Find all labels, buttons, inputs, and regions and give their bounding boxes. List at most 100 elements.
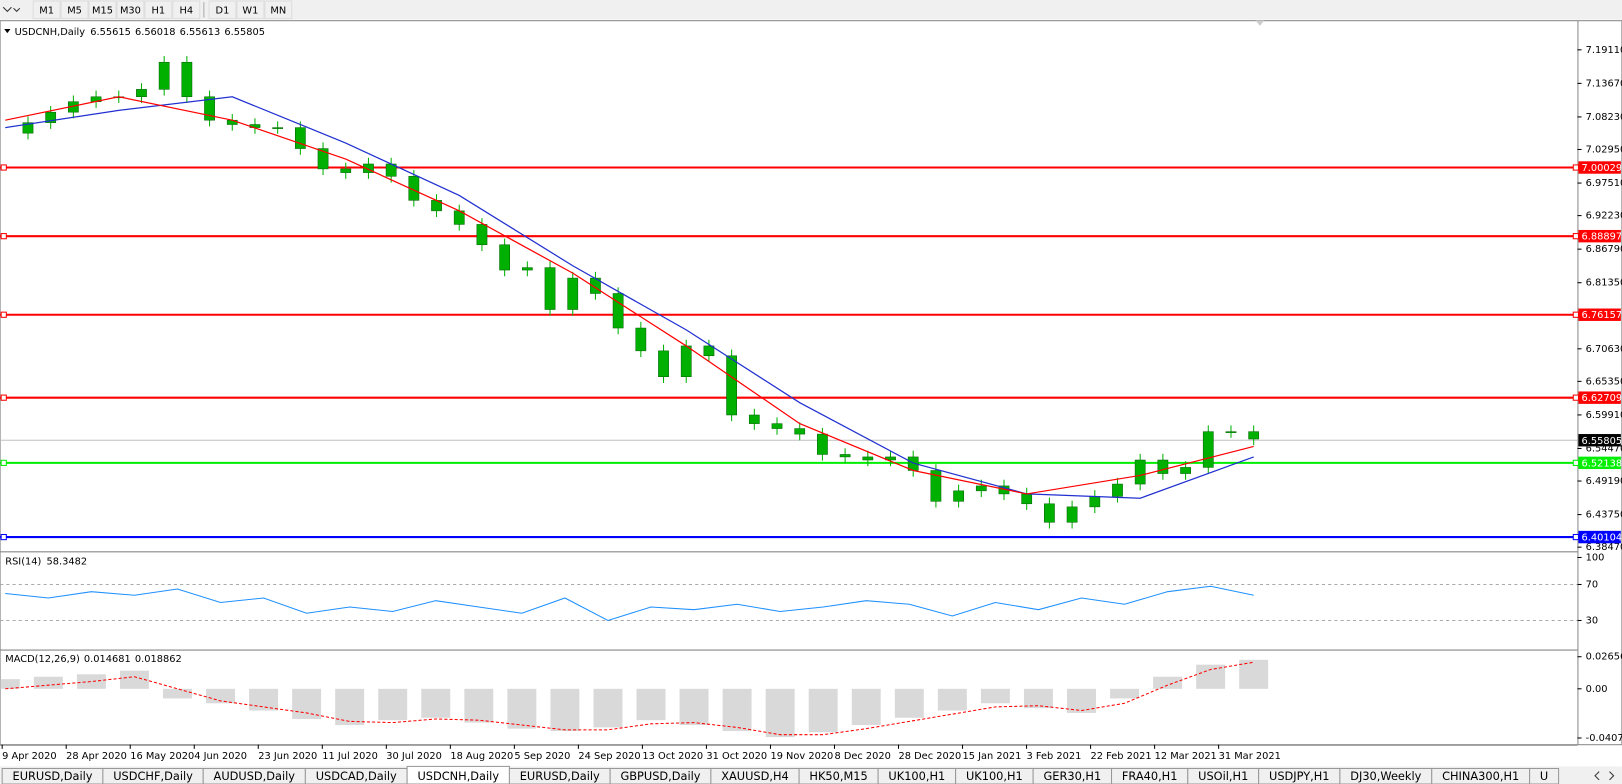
time-label: 18 Aug 2020 xyxy=(450,751,513,762)
timeframe-button[interactable] xyxy=(236,0,265,20)
timeframe-button[interactable] xyxy=(264,0,293,20)
timeframe-label[interactable]: M15 xyxy=(92,5,113,16)
candle-body xyxy=(1044,503,1055,523)
price-tick-label: 6.65350 xyxy=(1586,376,1622,387)
chart-tab-label[interactable]: GBPUSD,Daily xyxy=(620,769,700,783)
rsi-tick-label: 100 xyxy=(1586,552,1605,563)
chart-tab[interactable] xyxy=(1529,767,1560,784)
timeframe-label[interactable]: MN xyxy=(270,5,286,16)
candle-body xyxy=(363,163,374,173)
candle-body xyxy=(1066,506,1078,523)
rsi-tick-label: 70 xyxy=(1586,579,1599,590)
macd-bar xyxy=(894,688,924,718)
candle-body xyxy=(748,414,760,424)
candle-body xyxy=(680,345,692,378)
timeframe-label[interactable]: H1 xyxy=(152,5,166,16)
ohlc-value: 6.55805 xyxy=(224,27,265,38)
chart-tab-label[interactable]: USOil,H1 xyxy=(1198,769,1248,783)
timeframe-button[interactable] xyxy=(144,0,173,20)
time-label: 11 Jul 2020 xyxy=(322,751,378,762)
chart-tab-label[interactable]: EURUSD,Daily xyxy=(520,769,600,783)
timeframe-label[interactable]: H4 xyxy=(179,5,193,16)
price-tick-label: 6.54470 xyxy=(1586,443,1622,454)
candle-body xyxy=(158,61,170,90)
time-label: 19 Nov 2020 xyxy=(770,751,833,762)
level-anchor xyxy=(0,394,7,401)
time-label: 13 Oct 2020 xyxy=(642,751,703,762)
time-label: 4 Jun 2020 xyxy=(194,751,247,762)
timeframe-label[interactable]: M1 xyxy=(39,5,54,16)
level-anchor xyxy=(1572,164,1579,171)
macd-bar xyxy=(550,688,580,732)
chart-tab-label[interactable]: AUDUSD,Daily xyxy=(214,769,296,783)
price-tick-label: 6.38470 xyxy=(1586,542,1622,553)
candle-body xyxy=(953,490,964,502)
rsi-line xyxy=(5,585,1254,622)
macd-bar xyxy=(33,676,63,689)
timeframe-label[interactable]: M5 xyxy=(67,5,82,16)
timeframe-button[interactable] xyxy=(172,0,201,20)
chart-tab-label[interactable]: U xyxy=(1540,769,1548,783)
time-label: 15 Jan 2021 xyxy=(963,751,1022,762)
toolbar-dropdown[interactable] xyxy=(2,6,21,13)
timeframe-button[interactable] xyxy=(88,0,117,20)
candle-body xyxy=(1089,496,1101,508)
candle-body xyxy=(1021,493,1033,505)
timeframe-label[interactable]: M30 xyxy=(120,5,141,16)
chart-tab-label[interactable]: XAUUSD,H4 xyxy=(721,769,789,783)
time-label: 24 Sep 2020 xyxy=(578,751,640,762)
level-anchor xyxy=(0,311,7,318)
price-tick-label: 7.19110 xyxy=(1586,45,1622,56)
macd-header: MACD(12,26,9) xyxy=(5,654,80,665)
chart-tab-label[interactable]: USDCNH,Daily xyxy=(417,769,499,783)
macd-tick-label: -0.040732 xyxy=(1586,733,1622,744)
time-label: 22 Feb 2021 xyxy=(1091,751,1152,762)
macd-bar xyxy=(1110,688,1140,699)
candle-body xyxy=(521,267,533,271)
chart-tab-label[interactable]: GER30,H1 xyxy=(1043,769,1101,783)
level-label: 6.40104 xyxy=(1582,533,1622,544)
level-label: 6.62709 xyxy=(1582,393,1622,404)
level-anchor xyxy=(1572,459,1579,466)
macd-bar xyxy=(162,688,192,699)
candle-body xyxy=(317,148,329,170)
candle-body xyxy=(544,267,556,310)
level-label-box xyxy=(1578,161,1621,174)
candle-body xyxy=(1157,459,1169,474)
level-label: 6.52138 xyxy=(1582,458,1622,469)
moving-average xyxy=(5,96,1254,495)
chart-tab-label[interactable]: HK50,M15 xyxy=(809,769,867,783)
chart-tab-label[interactable]: EURUSD,Daily xyxy=(13,769,93,783)
macd-bar xyxy=(0,679,20,689)
candle-body xyxy=(658,350,669,378)
candle-body xyxy=(204,96,215,121)
macd-bar xyxy=(507,688,537,729)
price-tick-label: 7.08230 xyxy=(1586,112,1622,123)
chart-tab-label[interactable]: FRA40,H1 xyxy=(1122,769,1178,783)
timeframe-button[interactable] xyxy=(116,0,145,20)
timeframe-button[interactable] xyxy=(60,0,89,20)
candle-body xyxy=(703,345,715,357)
timeframe-label[interactable]: D1 xyxy=(216,5,230,16)
macd-bar xyxy=(421,688,451,718)
candle-body xyxy=(181,61,193,98)
level-anchor xyxy=(0,233,7,240)
candle-body xyxy=(930,470,942,502)
timeframe-button[interactable] xyxy=(32,0,61,20)
macd-bar xyxy=(1196,664,1226,689)
candle-body xyxy=(1134,459,1146,485)
chart-tab-label[interactable]: CHINA300,H1 xyxy=(1442,769,1519,783)
chart-tab-label[interactable]: USDJPY,H1 xyxy=(1269,769,1330,783)
level-label: 6.88897 xyxy=(1582,232,1622,243)
tab-scroll[interactable] xyxy=(1594,771,1615,781)
chart-tab-label[interactable]: UK100,H1 xyxy=(888,769,945,783)
chart-tab-label[interactable]: USDCHF,Daily xyxy=(113,769,193,783)
timeframe-label[interactable]: W1 xyxy=(242,5,258,16)
chart-tab-label[interactable]: DJ30,Weekly xyxy=(1350,769,1421,783)
level-label-box xyxy=(1578,434,1621,447)
timeframe-button[interactable] xyxy=(208,0,237,20)
chart-tab-label[interactable]: UK100,H1 xyxy=(966,769,1023,783)
chart-area xyxy=(0,20,1622,746)
chart-tab-label[interactable]: USDCAD,Daily xyxy=(316,769,397,783)
